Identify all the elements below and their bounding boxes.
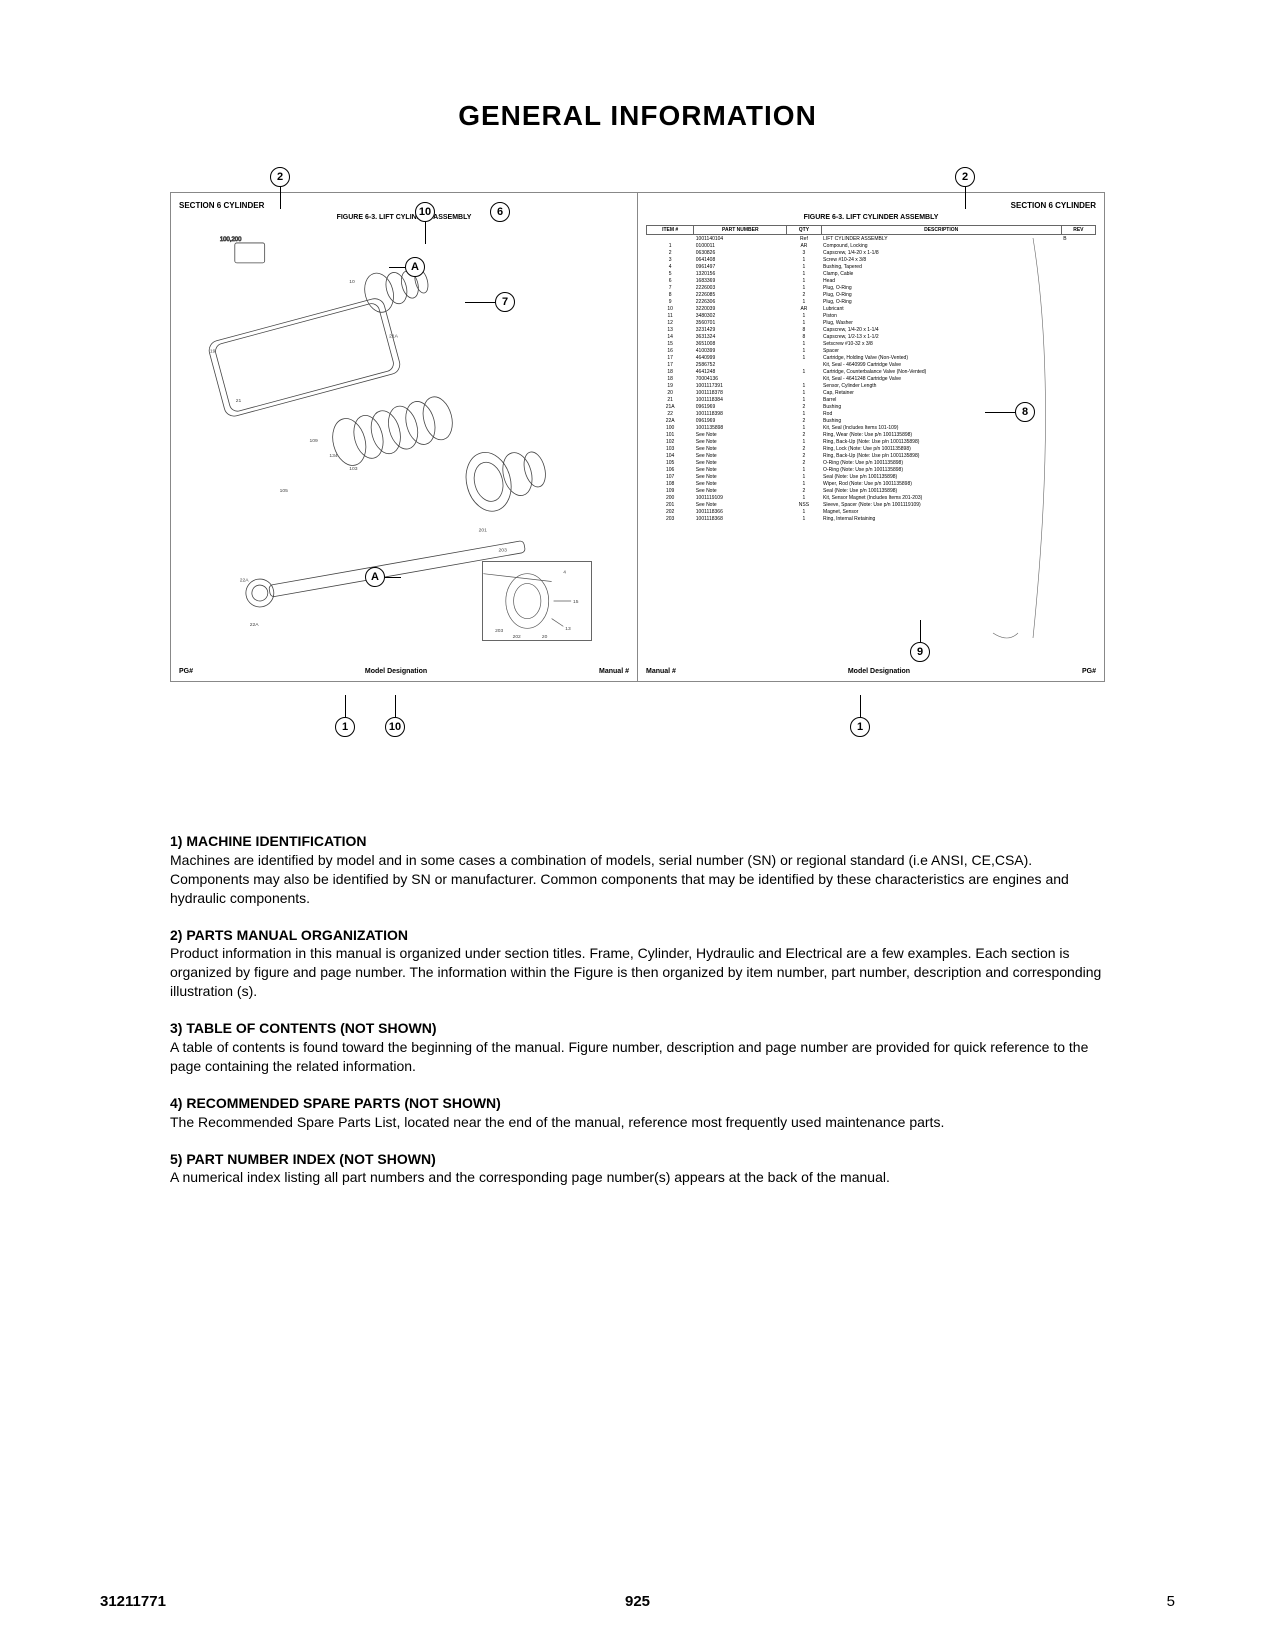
right-panel: SECTION 6 CYLINDER FIGURE 6-3. LIFT CYLI… — [638, 193, 1104, 681]
svg-text:20: 20 — [542, 634, 548, 640]
svg-text:103: 103 — [349, 466, 358, 472]
page-number: 5 — [1167, 1593, 1175, 1610]
callout-2: 2 — [270, 167, 290, 187]
section-body: Machines are identified by model and in … — [170, 851, 1105, 908]
page-footer: 31211771 925 5 — [100, 1593, 1175, 1610]
svg-text:203: 203 — [495, 628, 503, 634]
footer-pg-r: PG# — [1082, 668, 1096, 675]
svg-text:10: 10 — [349, 279, 355, 285]
section-body: A numerical index listing all part numbe… — [170, 1168, 1105, 1187]
svg-text:21A: 21A — [389, 334, 399, 340]
svg-text:134: 134 — [329, 453, 338, 459]
footer-model: Model Designation — [365, 668, 427, 675]
svg-text:100,200: 100,200 — [220, 237, 242, 243]
page-title: GENERAL INFORMATION — [170, 100, 1105, 132]
footer-manual-r: Manual # — [646, 668, 676, 675]
text-sections: 1) MACHINE IDENTIFICATIONMachines are id… — [170, 832, 1105, 1187]
svg-text:105: 105 — [280, 488, 289, 494]
footer-model-r: Model Designation — [848, 668, 910, 675]
figure-title-left: FIGURE 6-3. LIFT CYLINDER ASSEMBLY — [179, 214, 629, 221]
inset-detail: 4 15 13 20 202 203 — [482, 561, 592, 641]
callout-A: A — [365, 567, 385, 587]
left-panel-footer: PG# Model Designation Manual # — [179, 668, 629, 675]
svg-text:13: 13 — [565, 626, 571, 632]
svg-text:19: 19 — [210, 348, 216, 354]
section-heading: 4) RECOMMENDED SPARE PARTS (NOT SHOWN) — [170, 1094, 1105, 1113]
footer-manual: Manual # — [599, 668, 629, 675]
callout-A: A — [405, 257, 425, 277]
svg-text:4: 4 — [563, 570, 566, 576]
section-body: The Recommended Spare Parts List, locate… — [170, 1113, 1105, 1132]
diagram-frame: SECTION 6 CYLINDER FIGURE 6-3. LIFT CYLI… — [170, 192, 1105, 682]
section-heading: 2) PARTS MANUAL ORGANIZATION — [170, 926, 1105, 945]
diagram-wrapper: SECTION 6 CYLINDER FIGURE 6-3. LIFT CYLI… — [170, 172, 1105, 792]
page: GENERAL INFORMATION SECTION 6 CYLINDER F… — [0, 0, 1275, 1650]
callout-2: 2 — [955, 167, 975, 187]
inset-svg: 4 15 13 20 202 203 — [483, 562, 591, 640]
section-heading: 5) PART NUMBER INDEX (NOT SHOWN) — [170, 1150, 1105, 1169]
callout-8: 8 — [1015, 402, 1035, 422]
callout-9: 9 — [910, 642, 930, 662]
svg-text:15: 15 — [573, 599, 579, 605]
callout-10: 10 — [385, 717, 405, 737]
doc-number: 31211771 — [100, 1593, 166, 1610]
callout-1: 1 — [335, 717, 355, 737]
svg-text:21: 21 — [236, 398, 242, 404]
svg-text:22A: 22A — [250, 622, 260, 628]
section-heading: 3) TABLE OF CONTENTS (NOT SHOWN) — [170, 1019, 1105, 1038]
svg-text:201: 201 — [479, 528, 488, 534]
callout-7: 7 — [495, 292, 515, 312]
callout-1: 1 — [850, 717, 870, 737]
exploded-drawing: 100,200 — [181, 233, 627, 651]
svg-text:202: 202 — [513, 634, 521, 640]
section-body: Product information in this manual is or… — [170, 944, 1105, 1001]
svg-text:109: 109 — [309, 438, 318, 444]
footer-center: 925 — [625, 1593, 650, 1610]
svg-text:203: 203 — [499, 547, 508, 553]
section-label-left: SECTION 6 CYLINDER — [179, 201, 629, 210]
footer-pg: PG# — [179, 668, 193, 675]
svg-text:22A: 22A — [240, 577, 250, 583]
brace-svg — [638, 193, 1104, 681]
section-body: A table of contents is found toward the … — [170, 1038, 1105, 1076]
right-panel-footer: Manual # Model Designation PG# — [646, 668, 1096, 675]
callout-6: 6 — [490, 202, 510, 222]
callout-10: 10 — [415, 202, 435, 222]
section-heading: 1) MACHINE IDENTIFICATION — [170, 832, 1105, 851]
